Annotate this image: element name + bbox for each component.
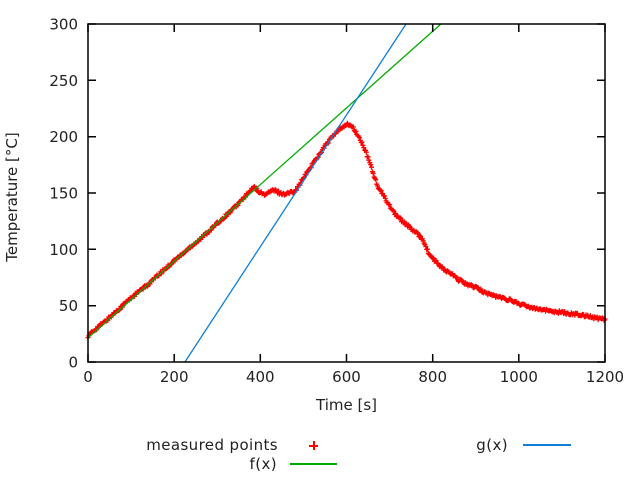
- legend-label-f: f(x): [249, 455, 277, 473]
- x-tick-label: 400: [246, 368, 275, 386]
- y-tick-label: 200: [49, 128, 78, 146]
- y-tick-label: 100: [49, 241, 78, 259]
- legend-label-measured-points: measured points: [146, 436, 278, 454]
- f-line-series: [87, 23, 442, 339]
- y-axis-label: Temperature [°C]: [3, 132, 21, 262]
- x-tick-label: 200: [160, 368, 189, 386]
- y-tick-label: 150: [49, 185, 78, 203]
- y-tick-label: 50: [59, 297, 78, 315]
- x-axis-label: Time [s]: [316, 396, 377, 414]
- y-tick-label: 300: [49, 16, 78, 34]
- plot-border: [87, 23, 606, 363]
- legend-line-sample-g: [523, 444, 571, 446]
- x-tick-label: 600: [332, 368, 361, 386]
- x-tick-label: 800: [418, 368, 447, 386]
- x-tick-label: 1000: [500, 368, 538, 386]
- axis-ticks: [87, 23, 606, 363]
- legend-label-g: g(x): [476, 436, 508, 454]
- legend-plus-marker-icon: [306, 438, 321, 453]
- g-line-series: [184, 23, 407, 363]
- y-tick-label: 250: [49, 72, 78, 90]
- legend-line-sample-f: [290, 463, 337, 465]
- measured-points-series: [85, 120, 608, 341]
- x-tick-label: 1200: [586, 368, 624, 386]
- y-tick-label: 0: [68, 354, 78, 372]
- x-tick-label: 0: [83, 368, 93, 386]
